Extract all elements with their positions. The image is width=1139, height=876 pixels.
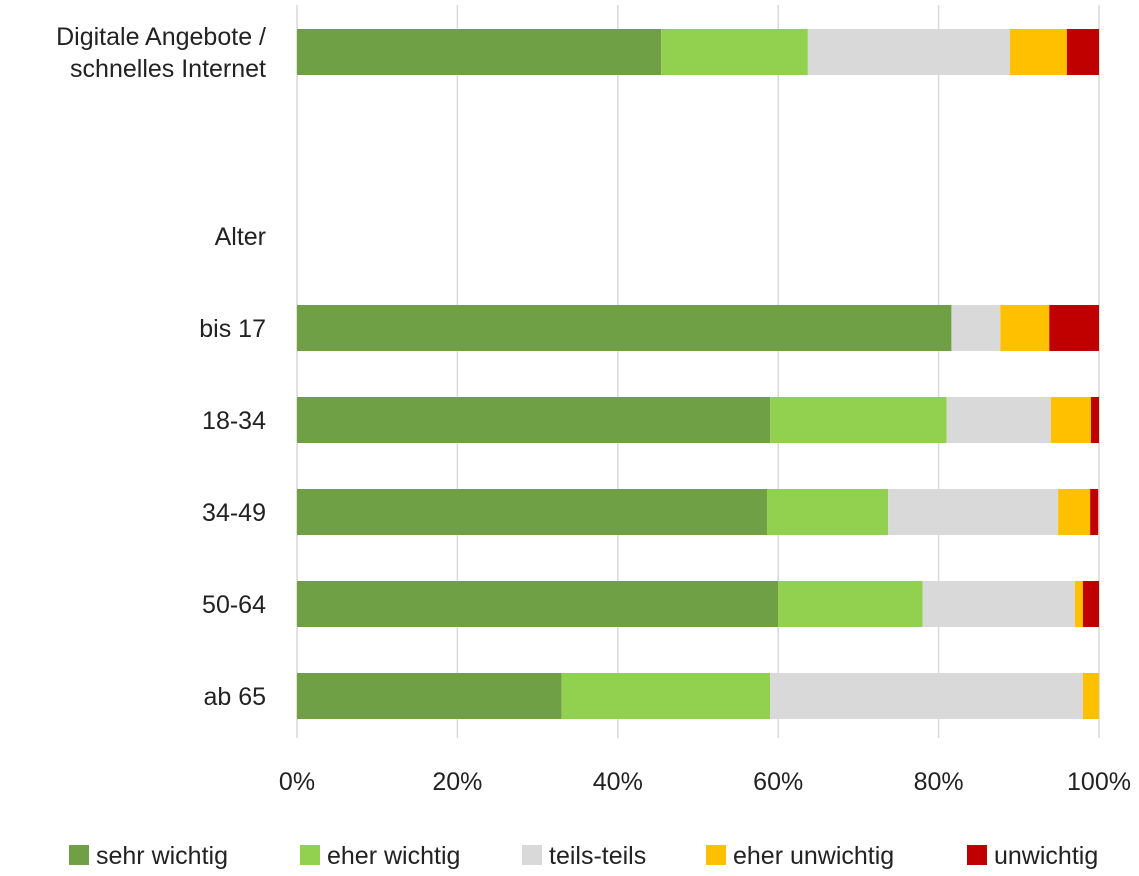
legend-label: unwichtig <box>994 842 1098 870</box>
x-tick-label: 40% <box>593 768 643 796</box>
category-label: 50-64 <box>202 591 266 619</box>
category-labels: Digitale Angebote / schnelles Internet Alt… <box>56 23 266 711</box>
bar-segment <box>1049 305 1099 351</box>
bar-segment <box>1074 581 1083 627</box>
legend-swatch <box>967 845 987 865</box>
bar-segment <box>1082 581 1099 627</box>
bars <box>297 29 1099 719</box>
bar-segment <box>561 673 771 719</box>
bar-segment <box>807 29 1010 75</box>
category-label: Digitale Angebote / schnelles Internet <box>56 23 266 83</box>
bar-segment <box>297 29 662 75</box>
bar-segment <box>1009 29 1067 75</box>
legend-swatch <box>300 845 320 865</box>
bar-segment <box>297 489 767 535</box>
bar-segment <box>1082 673 1099 719</box>
bar-segment <box>778 581 923 627</box>
legend-swatch <box>706 845 726 865</box>
gridlines <box>296 5 1100 738</box>
legend-swatch <box>69 845 89 865</box>
bar-segment <box>1050 397 1091 443</box>
bar-segment <box>1090 489 1099 535</box>
bar-segment <box>922 581 1075 627</box>
x-tick-labels: 0% 20% 40% 60% 80% 100% <box>279 768 1131 796</box>
bar-segment <box>888 489 1059 535</box>
x-tick-label: 80% <box>914 768 964 796</box>
bar-segment <box>297 305 952 351</box>
legend-label: eher unwichtig <box>733 842 894 870</box>
x-tick-label: 100% <box>1067 768 1131 796</box>
bar-segment <box>1066 29 1099 75</box>
category-label: ab 65 <box>203 683 266 711</box>
category-label: 18-34 <box>202 407 266 435</box>
legend-label: teils-teils <box>549 842 646 870</box>
bar-segment <box>297 581 779 627</box>
x-tick-label: 60% <box>753 768 803 796</box>
category-label: 34-49 <box>202 499 266 527</box>
bar-segment <box>1000 305 1050 351</box>
bar-segment <box>1058 489 1091 535</box>
legend-swatch <box>522 845 542 865</box>
legend-label: sehr wichtig <box>96 842 228 870</box>
bar-segment <box>297 673 562 719</box>
category-label: Alter <box>215 223 266 251</box>
bar-segment <box>1090 397 1099 443</box>
bar-segment <box>766 489 889 535</box>
bar-segment <box>661 29 808 75</box>
bar-segment <box>770 397 947 443</box>
bar-segment <box>951 305 1001 351</box>
legend: sehr wichtig eher wichtig teils-teils eher … <box>69 842 1098 870</box>
category-label: bis 17 <box>199 315 266 343</box>
bar-segment <box>770 673 1083 719</box>
bar-segment <box>946 397 1051 443</box>
x-tick-label: 0% <box>279 768 315 796</box>
bar-segment <box>297 397 771 443</box>
legend-label: eher wichtig <box>327 842 460 870</box>
x-tick-label: 20% <box>432 768 482 796</box>
